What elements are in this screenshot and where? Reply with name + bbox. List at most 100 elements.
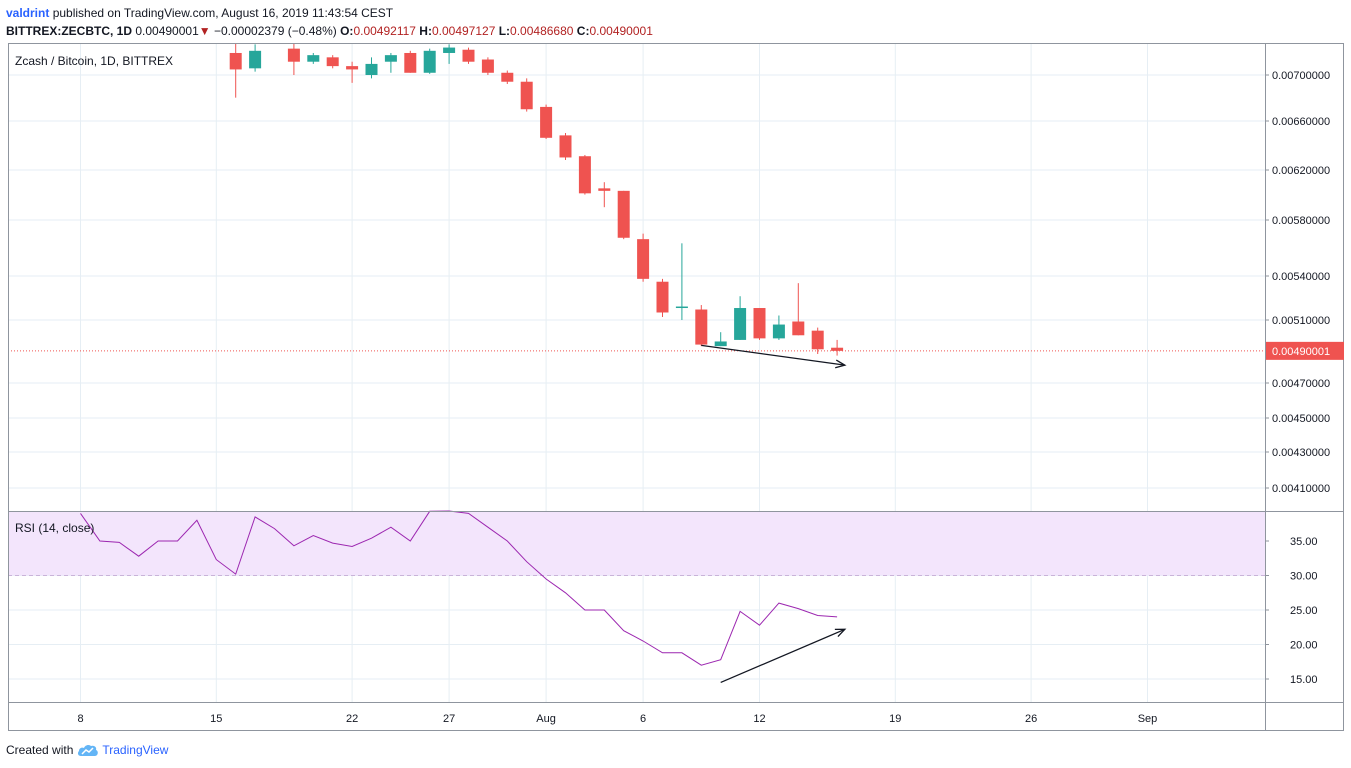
candle-body xyxy=(404,52,417,73)
candle xyxy=(772,315,785,340)
tradingview-logo[interactable]: TradingView xyxy=(77,741,168,759)
rsi-line xyxy=(80,510,838,666)
rsi-tick-label: 30.00 xyxy=(1290,571,1318,583)
close-label: C: xyxy=(576,24,590,38)
candle xyxy=(501,70,514,84)
symbol-label: BITTREX:ZECBTC, 1D xyxy=(6,24,132,38)
candle-body xyxy=(637,239,650,279)
time-tick-label: 26 xyxy=(1025,713,1037,725)
candle xyxy=(346,61,359,83)
candle xyxy=(384,52,397,73)
candle-body xyxy=(831,347,844,351)
last-price-badge xyxy=(1266,341,1344,360)
price-tick-label: 0.00540000 xyxy=(1272,271,1330,283)
candle-body xyxy=(462,49,475,62)
candle xyxy=(578,154,591,195)
candle-body xyxy=(229,52,242,70)
close-value: 0.00490001 xyxy=(589,24,653,38)
created-with-text: Created with xyxy=(6,743,74,757)
time-tick-label: 6 xyxy=(640,713,646,725)
open-value: 0.00492117 xyxy=(353,24,416,38)
candle xyxy=(287,43,300,75)
rsi-tick-label: 25.00 xyxy=(1290,605,1318,617)
candle xyxy=(656,278,669,317)
candle-body xyxy=(772,324,785,339)
low-label: L: xyxy=(498,24,511,38)
price-tick-label: 0.00430000 xyxy=(1272,447,1330,459)
chart-frame xyxy=(8,43,1344,731)
candle xyxy=(481,57,494,75)
published-text: published on TradingView.com, August 16,… xyxy=(52,6,394,20)
time-tick-label: 22 xyxy=(346,713,358,725)
price-tick-label: 0.00510000 xyxy=(1272,315,1330,327)
candle-body xyxy=(578,156,591,194)
grid-lines xyxy=(8,43,1265,702)
candle-body xyxy=(656,281,669,313)
low-value: 0.00486680 xyxy=(510,24,574,38)
candle-body xyxy=(501,72,514,82)
publish-line: valdrint published on TradingView.com, A… xyxy=(6,4,1346,22)
candle xyxy=(792,283,805,336)
candle xyxy=(559,132,572,160)
candle-body xyxy=(287,48,300,62)
rsi-tick-label: 35.00 xyxy=(1290,536,1318,548)
trend-arrow-line xyxy=(720,628,846,684)
candle-body xyxy=(326,57,339,67)
price-tick-label: 0.00700000 xyxy=(1272,70,1330,82)
candle-body xyxy=(365,63,378,75)
trend-arrow-head xyxy=(835,359,847,369)
candle-body xyxy=(423,50,436,73)
candle xyxy=(753,308,766,340)
candle-body xyxy=(753,308,766,339)
candle-body xyxy=(734,308,747,340)
candle xyxy=(404,50,417,73)
candle xyxy=(598,182,611,208)
candles[interactable] xyxy=(8,40,1265,356)
rsi-label: RSI (14, close) xyxy=(15,521,94,535)
tradingview-cloud-icon xyxy=(78,744,99,756)
price-tick-label: 0.00580000 xyxy=(1272,215,1330,227)
high-value: 0.00497127 xyxy=(431,24,496,38)
rsi-tick-label: 15.00 xyxy=(1290,674,1318,686)
candle-body xyxy=(249,50,262,69)
candle xyxy=(811,327,824,355)
candle xyxy=(675,243,688,320)
time-tick-label: 15 xyxy=(210,713,222,725)
candle-body xyxy=(559,135,572,158)
candle-body xyxy=(714,341,727,347)
rsi-band xyxy=(8,511,1265,576)
time-tick-label: 27 xyxy=(443,713,455,725)
candle-body xyxy=(481,59,494,73)
candle xyxy=(831,339,844,356)
brand-text: TradingView xyxy=(102,743,169,757)
trend-arrow-head xyxy=(834,628,847,637)
candle xyxy=(714,332,727,347)
price-tick-label: 0.00620000 xyxy=(1272,165,1330,177)
candle-body xyxy=(695,309,708,345)
candle xyxy=(443,44,456,64)
price-tick-label: 0.00410000 xyxy=(1272,483,1330,495)
time-tick-label: 19 xyxy=(889,713,901,725)
open-label: O: xyxy=(340,24,354,38)
candle xyxy=(249,44,262,72)
high-label: H: xyxy=(419,24,432,38)
candle-body xyxy=(443,47,456,53)
candle xyxy=(637,233,650,282)
time-tick-label: Sep xyxy=(1138,713,1158,725)
candle xyxy=(540,104,553,140)
price-change: −0.00002379 (−0.48%) xyxy=(213,24,337,38)
time-tick-label: Aug xyxy=(536,713,556,725)
candle-body xyxy=(598,188,611,191)
author-link[interactable]: valdrint xyxy=(6,6,50,20)
candle-body xyxy=(617,190,630,238)
candle-body xyxy=(811,330,824,350)
chart-border xyxy=(8,43,1344,731)
rsi-tick-label: 20.00 xyxy=(1290,640,1318,652)
trend-annotations xyxy=(701,344,847,684)
footer: Created with TradingView xyxy=(6,741,168,759)
axes: 0.00700000 0.00660000 0.00620000 0.00580000… xyxy=(77,70,1344,725)
rsi-pane[interactable] xyxy=(8,510,1265,666)
candle xyxy=(734,296,747,340)
candle-body xyxy=(520,81,533,110)
